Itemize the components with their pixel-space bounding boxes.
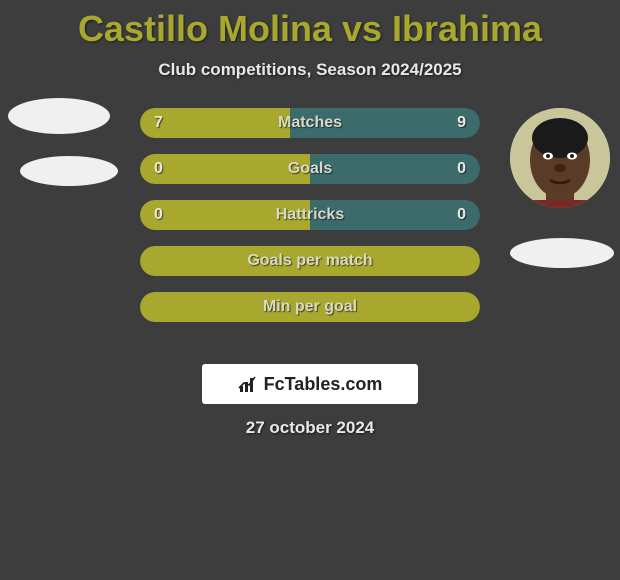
bar-row-gpm: Goals per match [140,246,480,276]
bar-label: Min per goal [140,292,480,322]
date-text: 27 october 2024 [0,418,620,438]
barchart-icon [238,374,258,394]
bar-value-right: 9 [457,108,466,138]
decoration-ellipse [20,156,118,186]
bar-value-right: 0 [457,200,466,230]
bar-label: Goals per match [140,246,480,276]
decoration-ellipse [8,98,110,134]
decoration-ellipse [510,238,614,268]
bar-value-right: 0 [457,154,466,184]
player-face-icon [510,108,610,208]
logo-box: FcTables.com [202,364,418,404]
comparison-arena: 7 Matches 9 0 Goals 0 0 Hattricks 0 Goal… [0,108,620,358]
bar-label: Matches [140,108,480,138]
subtitle: Club competitions, Season 2024/2025 [0,60,620,80]
bar-row-goals: 0 Goals 0 [140,154,480,184]
logo-text: FcTables.com [264,374,383,395]
comparison-bars: 7 Matches 9 0 Goals 0 0 Hattricks 0 Goal… [140,108,480,338]
bar-row-hattricks: 0 Hattricks 0 [140,200,480,230]
avatar-right [510,108,610,208]
bar-row-mpg: Min per goal [140,292,480,322]
bar-row-matches: 7 Matches 9 [140,108,480,138]
bar-label: Hattricks [140,200,480,230]
page-title: Castillo Molina vs Ibrahima [0,0,620,50]
bar-label: Goals [140,154,480,184]
